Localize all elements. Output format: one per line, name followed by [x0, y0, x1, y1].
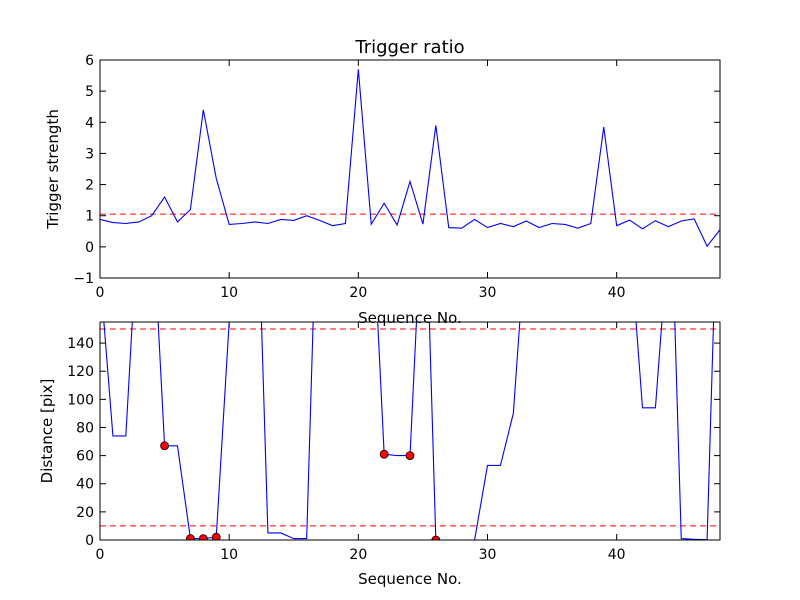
y-tick-label: 80 — [76, 420, 94, 436]
y-tick-label: 40 — [76, 477, 94, 493]
ticks-bottom: 0 10 20 30 40 0 20 40 60 80 100 120 140 — [67, 322, 720, 563]
y-tick-label: 2 — [85, 178, 94, 194]
x-axis-label-top: Sequence No. — [358, 309, 462, 327]
thresholds-bottom — [100, 328, 720, 527]
data-point-marker — [431, 535, 441, 540]
series-line — [100, 69, 720, 248]
chart-title: Trigger ratio — [354, 37, 464, 58]
y-tick-label: 6 — [85, 53, 94, 69]
data-point-marker — [379, 449, 389, 459]
y-tick-label: 0 — [85, 533, 94, 549]
y-tick-label: 5 — [85, 84, 94, 100]
plot-frame-top — [99, 59, 721, 279]
y-tick-label: 120 — [67, 364, 94, 380]
x-tick-label: 20 — [349, 285, 367, 301]
y-tick-label: 0 — [85, 240, 94, 256]
x-tick-label: 30 — [479, 547, 497, 563]
x-tick-label: 0 — [96, 547, 105, 563]
x-tick-label: 40 — [608, 285, 626, 301]
distance-chart: 0 10 20 30 40 0 20 40 60 80 100 120 140 Sequence No.… — [38, 321, 721, 588]
y-tick-label: −1 — [73, 271, 94, 287]
x-tick-label: 20 — [349, 547, 367, 563]
plot-frame-bottom — [99, 321, 721, 541]
y-tick-label: 60 — [76, 449, 94, 465]
x-tick-label: 30 — [479, 285, 497, 301]
y-tick-label: 4 — [85, 115, 94, 131]
x-tick-label: 0 — [96, 285, 105, 301]
y-tick-label: 140 — [67, 336, 94, 352]
series-bottom — [103, 322, 715, 540]
x-tick-label: 10 — [220, 285, 238, 301]
y-axis-label-top: Trigger strength — [44, 109, 62, 230]
x-tick-label: 10 — [220, 547, 238, 563]
y-tick-label: 100 — [67, 392, 94, 408]
y-axis-label-bottom: Distance [pix] — [38, 379, 56, 484]
series-line — [103, 322, 715, 540]
data-point-marker — [160, 441, 169, 451]
y-tick-label: 20 — [76, 505, 94, 521]
x-tick-label: 40 — [608, 547, 626, 563]
data-point-marker — [186, 534, 195, 540]
data-point-marker — [405, 451, 415, 461]
y-tick-label: 3 — [85, 146, 94, 162]
data-point-marker — [198, 534, 208, 540]
series-top — [100, 69, 720, 248]
data-point-marker — [211, 532, 221, 540]
x-axis-label-bottom: Sequence No. — [358, 570, 462, 588]
y-tick-label: 1 — [85, 209, 94, 225]
markers-bottom — [160, 441, 441, 540]
